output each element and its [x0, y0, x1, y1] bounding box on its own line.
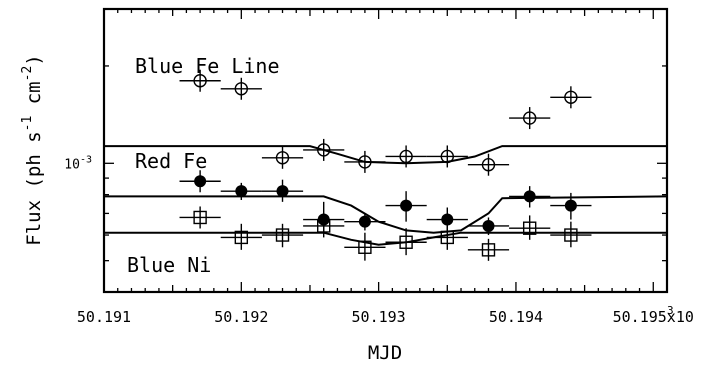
- filled-circle-marker: [194, 175, 207, 188]
- data-point: [385, 228, 427, 256]
- x-axis-label: MJD: [368, 342, 402, 364]
- x-tick-label: 50.191: [77, 308, 131, 326]
- data-point: [467, 153, 510, 176]
- open-circle-marker: [358, 155, 372, 169]
- x-tick-label: 50.192: [214, 308, 268, 326]
- open-square-marker: [358, 240, 372, 254]
- data-point: [344, 213, 386, 231]
- filled-circle-marker: [358, 215, 371, 228]
- x-tick-label: 50.193: [352, 308, 406, 326]
- model-curve: [104, 195, 668, 234]
- series-annotation: Blue Ni: [127, 253, 211, 277]
- open-circle-marker: [481, 158, 496, 172]
- open-square-marker: [275, 228, 290, 242]
- open-circle-marker: [522, 111, 537, 125]
- x-tick-label: 50.195x10: [613, 308, 694, 326]
- data-point: [550, 192, 592, 220]
- data-point: [467, 238, 510, 261]
- filled-circle-marker: [523, 190, 536, 203]
- data-point: [179, 170, 221, 193]
- open-square-marker: [522, 221, 537, 235]
- model-curve: [104, 231, 667, 246]
- open-circle-marker: [193, 74, 207, 88]
- open-square-marker: [193, 210, 207, 225]
- y-tick-label: 10-3: [64, 154, 92, 172]
- data-point: [509, 215, 551, 240]
- open-circle-marker: [275, 151, 290, 165]
- data-point: [220, 182, 262, 201]
- open-square-marker: [234, 230, 249, 245]
- data-point: [344, 232, 386, 261]
- data-point: [509, 107, 551, 130]
- series-annotations: Blue Fe Line Red Fe Blue Ni: [127, 54, 280, 277]
- data-point: [261, 146, 304, 169]
- data-point: [385, 191, 427, 222]
- x-exponent: 3: [667, 304, 674, 317]
- data-point: [426, 223, 468, 250]
- open-square-marker: [440, 230, 454, 245]
- open-circle-marker: [564, 90, 578, 104]
- data-point: [220, 223, 262, 250]
- data-point: [179, 206, 221, 229]
- data-point: [220, 77, 262, 100]
- y-tick-labels: 10-3: [64, 154, 92, 172]
- axis-ticks: [103, 8, 668, 293]
- data-point: [509, 186, 551, 208]
- data-points: [179, 69, 592, 261]
- data-point: [467, 217, 510, 236]
- open-circle-marker: [317, 143, 331, 157]
- filled-circle-marker: [400, 199, 413, 212]
- filled-circle-marker: [564, 199, 577, 212]
- data-point: [179, 69, 221, 92]
- y-axis-label: Flux (ph s-1 cm-2): [20, 54, 45, 245]
- filled-circle-marker: [276, 185, 289, 198]
- open-circle-marker: [234, 82, 249, 96]
- data-point: [261, 179, 304, 202]
- x-tick-labels: 50.191 50.192 50.193 50.194 50.195x10: [77, 308, 694, 326]
- filled-circle-marker: [441, 213, 454, 226]
- data-point: [344, 150, 386, 173]
- data-point: [303, 138, 345, 161]
- open-square-marker: [317, 219, 331, 233]
- data-point: [550, 86, 592, 109]
- data-point: [261, 223, 304, 248]
- open-square-marker: [481, 243, 496, 257]
- filled-circle-marker: [235, 185, 248, 198]
- data-point: [550, 221, 592, 248]
- data-point: [385, 145, 427, 168]
- open-square-marker: [564, 228, 578, 242]
- filled-circle-marker: [482, 219, 495, 232]
- open-circle-marker: [399, 149, 413, 164]
- series-annotation: Red Fe: [135, 149, 207, 173]
- open-circle-marker: [440, 149, 454, 164]
- data-point: [426, 145, 468, 168]
- open-square-marker: [399, 235, 413, 249]
- plot-frame: [102, 7, 669, 294]
- series-annotation: Blue Fe Line: [135, 54, 280, 78]
- x-tick-label: 50.194: [489, 308, 543, 326]
- data-point: [303, 217, 345, 233]
